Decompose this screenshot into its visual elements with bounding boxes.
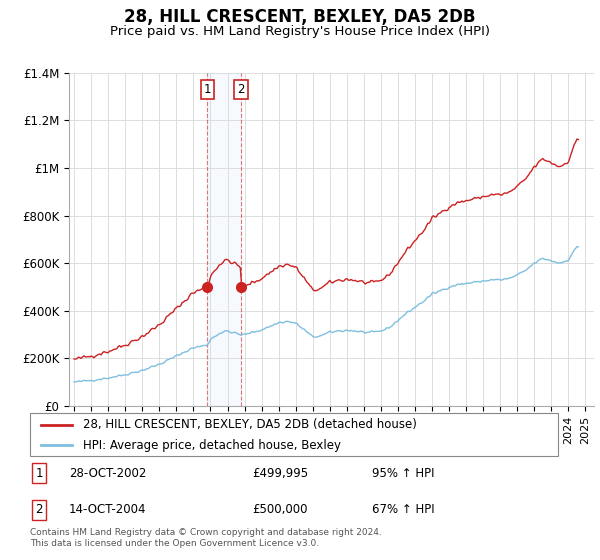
Text: Price paid vs. HM Land Registry's House Price Index (HPI): Price paid vs. HM Land Registry's House … xyxy=(110,25,490,38)
Text: 2: 2 xyxy=(35,503,43,516)
Text: £499,995: £499,995 xyxy=(252,466,308,480)
Text: 28-OCT-2002: 28-OCT-2002 xyxy=(69,466,146,480)
Text: 28, HILL CRESCENT, BEXLEY, DA5 2DB: 28, HILL CRESCENT, BEXLEY, DA5 2DB xyxy=(124,8,476,26)
Bar xyxy=(207,73,241,406)
Text: 28, HILL CRESCENT, BEXLEY, DA5 2DB (detached house): 28, HILL CRESCENT, BEXLEY, DA5 2DB (deta… xyxy=(83,418,416,431)
Text: £500,000: £500,000 xyxy=(252,503,308,516)
Text: 1: 1 xyxy=(35,466,43,480)
Text: Contains HM Land Registry data © Crown copyright and database right 2024.
This d: Contains HM Land Registry data © Crown c… xyxy=(30,528,382,548)
Text: 2: 2 xyxy=(237,83,245,96)
Text: 67% ↑ HPI: 67% ↑ HPI xyxy=(372,503,434,516)
Text: HPI: Average price, detached house, Bexley: HPI: Average price, detached house, Bexl… xyxy=(83,439,341,452)
Text: 1: 1 xyxy=(203,83,211,96)
Text: 14-OCT-2004: 14-OCT-2004 xyxy=(69,503,146,516)
Text: 95% ↑ HPI: 95% ↑ HPI xyxy=(372,466,434,480)
